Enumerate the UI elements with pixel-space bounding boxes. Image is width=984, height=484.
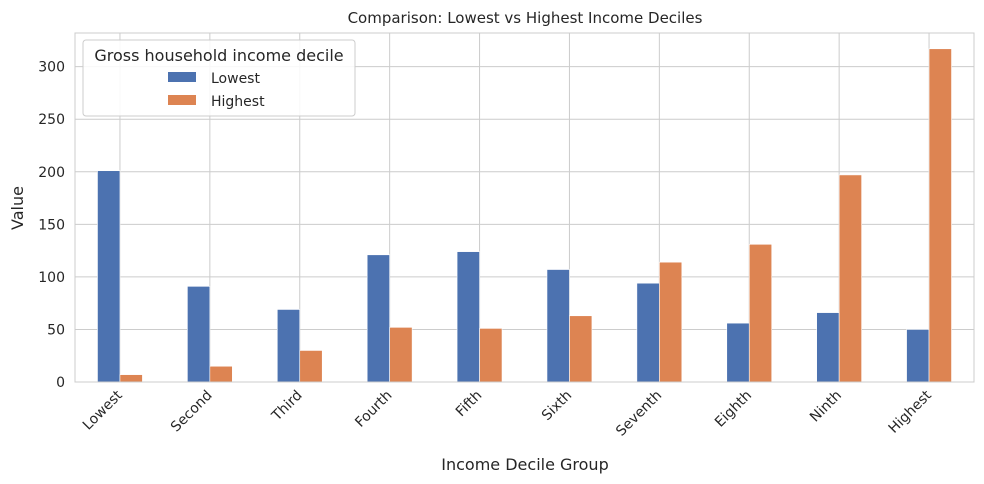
bar-lowest-eighth — [726, 322, 750, 383]
legend-box — [82, 39, 356, 117]
bar-highest-sixth — [569, 315, 593, 383]
bar-lowest-third — [276, 309, 301, 383]
bar-highest-third — [299, 350, 323, 383]
bar-lowest-highest — [906, 329, 930, 383]
y-tick-label: 100 — [38, 270, 65, 286]
x-axis-label: Income Decile Group — [441, 455, 608, 474]
legend-swatch-highest — [168, 95, 196, 105]
bar-highest-fourth — [389, 327, 413, 383]
y-axis-label: Value — [8, 186, 27, 230]
y-axis-ticks: 0 50 100 150 200 250 300 — [38, 60, 65, 391]
y-tick-label: 200 — [38, 165, 65, 181]
bar-lowest-seventh — [636, 282, 660, 383]
y-tick-label: 0 — [56, 375, 65, 391]
bar-lowest-fifth — [456, 251, 480, 383]
legend-label-lowest: Lowest — [211, 71, 260, 87]
bar-lowest-sixth — [546, 269, 570, 383]
bar-highest-fifth — [479, 328, 503, 383]
legend-label-highest: Highest — [211, 94, 265, 110]
bar-highest-second — [209, 365, 233, 383]
bar-highest-seventh — [659, 261, 683, 383]
legend-swatch-lowest — [168, 72, 196, 82]
bar-lowest-ninth — [816, 312, 840, 383]
legend: Gross household income decile Lowest Hig… — [82, 39, 356, 117]
bar-lowest-lowest — [97, 170, 121, 383]
bar-lowest-fourth — [366, 254, 390, 383]
bar-highest-lowest — [119, 374, 143, 383]
y-tick-label: 150 — [38, 217, 65, 233]
bar-lowest-second — [187, 286, 211, 383]
chart-title: Comparison: Lowest vs Highest Income Dec… — [348, 9, 703, 27]
bar-highest-highest — [928, 48, 952, 383]
bar-highest-ninth — [838, 174, 862, 383]
y-tick-label: 300 — [38, 60, 65, 76]
bar-highest-eighth — [748, 243, 773, 383]
legend-title: Gross household income decile — [94, 46, 343, 65]
plot-frame — [74, 32, 975, 383]
y-tick-label: 250 — [38, 112, 65, 128]
y-tick-label: 50 — [47, 322, 65, 338]
